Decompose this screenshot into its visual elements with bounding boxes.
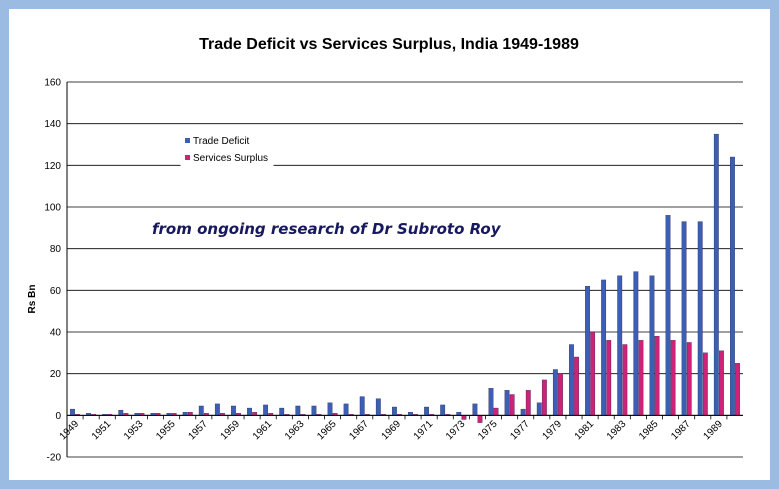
bar-services-surplus-1981: [590, 331, 596, 416]
x-tick-label: 1969: [380, 418, 404, 442]
x-axis-ticks: 1949 1951 1953 1955 1957 1959 1961 1963 1965 1967…: [58, 415, 728, 442]
chart-frame: Trade Deficit vs Services Surplus, India…: [9, 9, 770, 480]
bar-services-surplus-1986: [670, 340, 676, 416]
x-tick-label: 1961: [251, 418, 275, 442]
bar-services-surplus-1985: [654, 336, 660, 416]
bar-trade-deficit-1982: [601, 279, 607, 416]
bar-services-surplus-1988: [702, 352, 708, 416]
bar-trade-deficit-1972: [440, 404, 446, 416]
bar-trade-deficit-1966: [343, 403, 349, 416]
bar-trade-deficit-1957: [198, 405, 204, 416]
y-tick-label: 80: [50, 244, 62, 255]
bars: [70, 133, 740, 423]
bar-trade-deficit-1976: [504, 390, 510, 416]
legend-swatch-services-surplus: [185, 155, 190, 160]
bar-services-surplus-1977: [525, 390, 531, 416]
bar-services-surplus-1976: [509, 394, 515, 416]
legend: Trade Deficit Services Surplus: [180, 129, 274, 169]
legend-swatch-trade-deficit: [185, 138, 190, 143]
x-tick-label: 1971: [412, 418, 436, 442]
y-tick-label: 160: [44, 78, 61, 89]
bar-trade-deficit-1962: [279, 407, 285, 416]
bar-services-surplus-1975: [493, 407, 499, 416]
bar-services-surplus-1978: [541, 379, 547, 416]
bar-trade-deficit-1987: [681, 221, 687, 416]
bar-services-surplus-1979: [558, 373, 563, 416]
y-tick-label: -20: [47, 453, 62, 464]
y-axis-label: Rs Bn: [27, 285, 38, 314]
bar-services-surplus-1983: [622, 344, 628, 416]
bar-trade-deficit-1983: [617, 275, 623, 416]
bar-trade-deficit-1960: [247, 407, 252, 416]
bar-trade-deficit-1949: [70, 408, 75, 416]
bar-trade-deficit-1971: [424, 406, 429, 416]
legend-box: [180, 129, 274, 169]
x-tick-label: 1965: [315, 418, 339, 442]
bar-services-surplus-1990: [735, 363, 740, 416]
bar-services-surplus-1982: [606, 340, 612, 416]
bar-trade-deficit-1979: [552, 369, 558, 416]
y-tick-label: 140: [44, 119, 61, 130]
legend-label-trade-deficit: Trade Deficit: [193, 136, 250, 147]
y-tick-label: 0: [55, 411, 61, 422]
legend-label-services-surplus: Services Surplus: [193, 153, 268, 164]
x-tick-label: 1973: [444, 418, 468, 442]
x-tick-label: 1953: [122, 418, 146, 442]
y-tick-label: 20: [50, 369, 62, 380]
x-tick-label: 1951: [90, 418, 114, 442]
bar-trade-deficit-1985: [649, 275, 655, 416]
chart: Trade Deficit vs Services Surplus, India…: [27, 36, 743, 464]
bar-trade-deficit-1978: [536, 402, 542, 416]
bar-trade-deficit-1967: [359, 396, 365, 416]
x-tick-label: 1977: [508, 418, 532, 442]
bar-services-surplus-1973: [461, 415, 467, 420]
bar-services-surplus-1989: [719, 350, 724, 416]
bar-trade-deficit-1984: [633, 271, 639, 416]
bar-trade-deficit-1961: [263, 404, 269, 416]
bar-trade-deficit-1959: [231, 405, 236, 416]
x-tick-label: 1959: [219, 418, 243, 442]
bar-trade-deficit-1968: [375, 398, 381, 416]
x-tick-label: 1981: [573, 418, 597, 442]
bar-trade-deficit-1969: [392, 406, 397, 416]
y-tick-label: 100: [44, 203, 61, 214]
bar-trade-deficit-1952: [118, 409, 124, 416]
y-tick-label: 40: [50, 328, 62, 339]
bar-trade-deficit-1989: [713, 133, 719, 416]
bar-trade-deficit-1977: [520, 408, 526, 416]
bar-trade-deficit-1958: [214, 403, 220, 416]
bar-trade-deficit-1974: [472, 403, 478, 416]
x-tick-label: 1979: [541, 418, 565, 442]
x-tick-label: 1985: [637, 418, 661, 442]
x-tick-label: 1983: [605, 418, 629, 442]
bar-services-surplus-1984: [638, 340, 644, 416]
bar-trade-deficit-1980: [569, 344, 574, 416]
bar-trade-deficit-1986: [665, 215, 671, 416]
bar-trade-deficit-1990: [730, 156, 735, 416]
x-tick-label: 1955: [154, 418, 178, 442]
bar-services-surplus-1974: [477, 415, 483, 423]
bar-services-surplus-1980: [574, 356, 579, 416]
bar-trade-deficit-1981: [585, 286, 590, 416]
chart-title: Trade Deficit vs Services Surplus, India…: [199, 36, 579, 53]
x-tick-label: 1957: [186, 418, 210, 442]
x-tick-label: 1949: [58, 418, 82, 442]
x-tick-label: 1987: [669, 418, 693, 442]
annotation-text: from ongoing research of Dr Subroto Roy: [152, 220, 502, 238]
bar-trade-deficit-1964: [311, 405, 317, 416]
bar-trade-deficit-1963: [295, 405, 301, 416]
bar-services-surplus-1987: [686, 342, 692, 416]
bar-trade-deficit-1988: [697, 221, 703, 416]
x-tick-label: 1989: [701, 418, 725, 442]
x-tick-label: 1967: [347, 418, 371, 442]
x-tick-label: 1963: [283, 418, 307, 442]
bar-trade-deficit-1965: [327, 402, 333, 416]
y-tick-label: 60: [50, 286, 62, 297]
bar-trade-deficit-1975: [488, 388, 494, 416]
y-tick-label: 120: [44, 161, 61, 172]
y-axis-ticks: -20 0 20 40 60 80 100 120 140 160: [44, 78, 61, 464]
